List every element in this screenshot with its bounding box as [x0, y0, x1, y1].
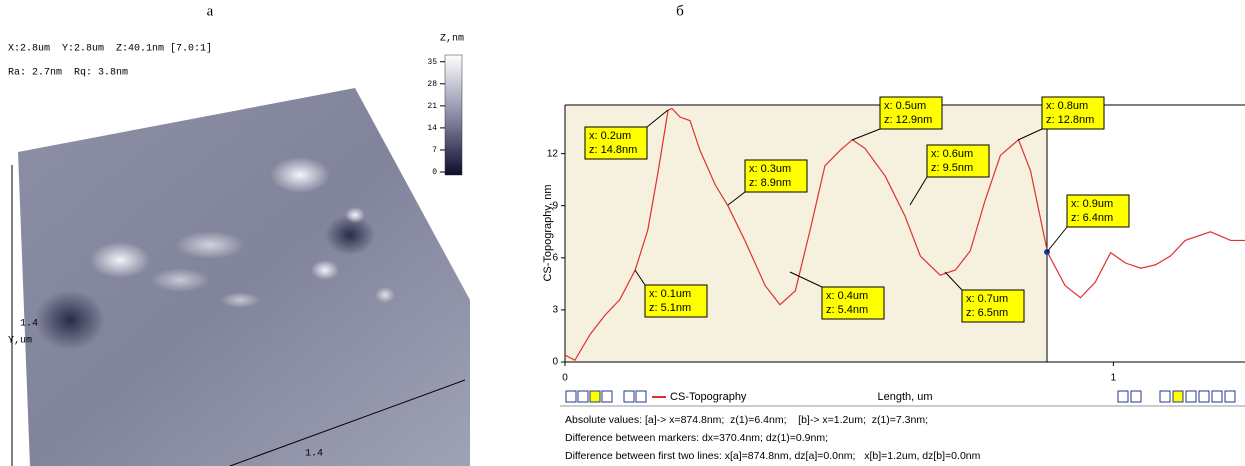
callout-box: [644, 284, 708, 318]
callout-box: [744, 159, 808, 193]
y-tick-label: 0: [552, 357, 558, 368]
plot-frame: [560, 104, 1245, 407]
callout-text: z: 9.5nm: [931, 162, 973, 174]
series-line: [564, 107, 1245, 362]
callout-text: z: 5.1nm: [649, 302, 691, 314]
y-axis-tick: 1.4: [20, 319, 38, 330]
callout-text: x: 0.4um: [826, 290, 868, 302]
legend-entry: CS-Topography: [670, 391, 747, 403]
panel-label: б: [676, 3, 684, 19]
callout-text: z: 12.9nm: [884, 114, 932, 126]
callout-text: z: 5.4nm: [826, 304, 868, 316]
callout-text: x: 0.6um: [931, 148, 973, 160]
callout-leader: [1017, 128, 1043, 141]
callout-box: [821, 286, 885, 320]
y-tick-label: 9: [552, 200, 558, 211]
callout-leader: [1046, 226, 1068, 253]
info-line: Ra: 2.7nm Rq: 3.8nm: [8, 68, 128, 79]
colorbar-tick-label: 14: [427, 124, 437, 133]
callout-text: z: 6.4nm: [1071, 212, 1113, 224]
callout-leader: [646, 109, 669, 128]
x-axis-title: Length, um: [877, 391, 932, 403]
callout-leader: [634, 269, 646, 286]
colorbar-tick-label: 21: [427, 102, 437, 111]
y-tick-label: 12: [547, 148, 559, 159]
y-tick-label: 3: [552, 305, 558, 316]
colorbar-tick-label: 7: [432, 146, 437, 155]
y-tick-label: 6: [552, 252, 558, 263]
callout-text: x: 0.3um: [749, 163, 791, 175]
toolbar: [565, 390, 1236, 403]
afm-surface: [11, 54, 470, 466]
callout-text: x: 0.5um: [884, 100, 926, 112]
footer-line: Difference between markers: dx=370.4nm; …: [565, 432, 828, 444]
x-axis-tick: 1.4: [305, 449, 323, 460]
callout-text: x: 0.1um: [649, 288, 691, 300]
callout-box: [879, 96, 943, 130]
callout-box: [584, 126, 648, 160]
callout-box: [961, 289, 1025, 323]
colorbar-tick-label: 35: [427, 58, 437, 67]
callout-box: [1066, 194, 1130, 228]
callout-text: z: 8.9nm: [749, 177, 791, 189]
callout-text: x: 0.9um: [1071, 198, 1113, 210]
colorbar-title: Z,nm: [440, 34, 464, 45]
footer-line: Difference between first two lines: x[a]…: [565, 450, 981, 462]
info-line: X:2.8um Y:2.8um Z:40.1nm [7.0:1]: [8, 43, 212, 55]
callout-leader: [789, 271, 823, 288]
callout-leader: [851, 128, 881, 141]
y-axis-title: CS-Topography, nm: [542, 184, 554, 281]
callout-text: z: 6.5nm: [966, 307, 1008, 319]
x-tick-label: 0: [562, 373, 568, 384]
callout-leader: [944, 271, 963, 291]
callout-text: z: 12.8nm: [1046, 114, 1094, 126]
callout-text: x: 0.2um: [589, 130, 631, 142]
y-axis-label: Y,um: [8, 336, 32, 347]
callout-leader: [727, 191, 746, 206]
footer-line: Absolute values: [a]-> x=874.8nm; z(1)=6…: [565, 414, 928, 426]
callout-text: z: 14.8nm: [589, 144, 637, 156]
x-tick-label: 1: [1111, 373, 1117, 384]
panel-label: а: [207, 3, 214, 19]
callout-text: x: 0.8um: [1046, 100, 1088, 112]
callout-leader: [909, 176, 928, 206]
callout-text: x: 0.7um: [966, 293, 1008, 305]
callout-box: [1041, 96, 1105, 130]
callout-box: [926, 144, 990, 178]
colorbar-tick-label: 28: [427, 80, 437, 89]
colorbar-tick-label: 0: [432, 168, 437, 177]
